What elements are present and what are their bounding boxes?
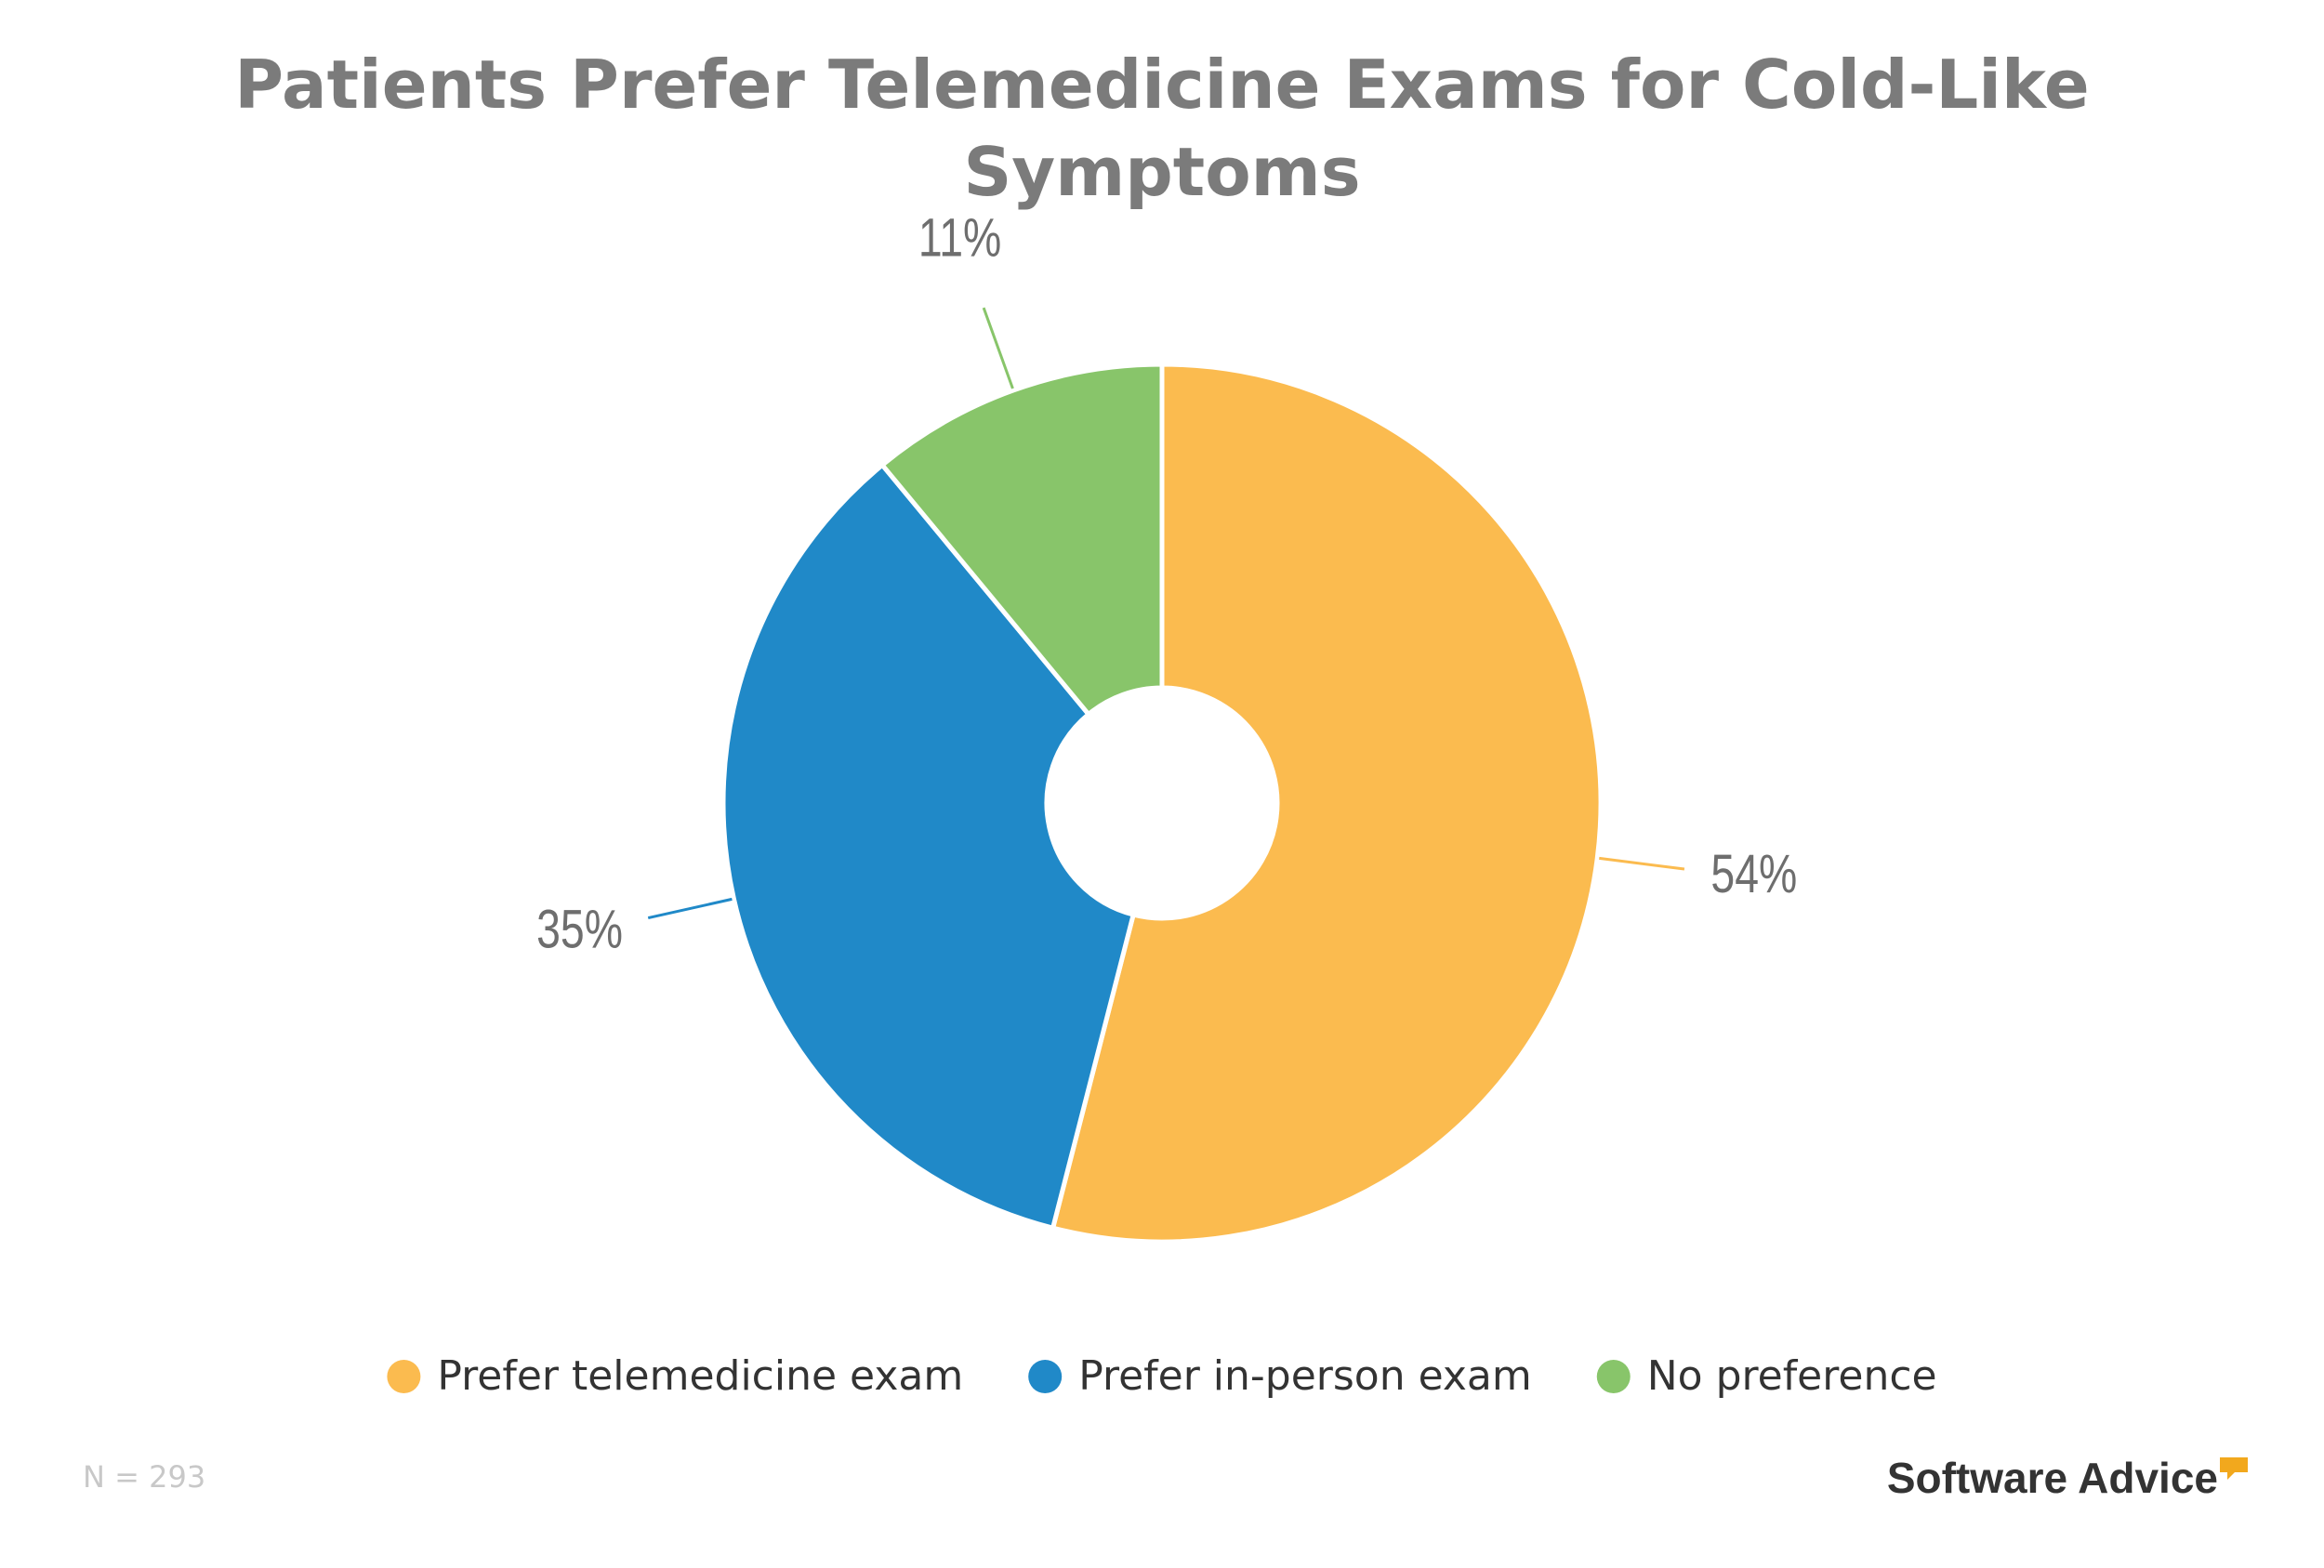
slice bbox=[878, 362, 1165, 718]
legend-marker bbox=[387, 1360, 421, 1393]
legend-label: Prefer telemedicine exam bbox=[437, 1352, 963, 1400]
leader-line bbox=[647, 897, 733, 920]
legend-marker bbox=[1028, 1360, 1063, 1393]
slice bbox=[720, 461, 1137, 1232]
data-label: 11% bbox=[918, 207, 1001, 268]
legend-marker bbox=[1596, 1360, 1631, 1393]
note: N = 293 bbox=[83, 1459, 205, 1495]
chart-title: Patients Prefer Telemedicine Exams for C… bbox=[234, 46, 2090, 211]
legend-item: Prefer telemedicine exam bbox=[387, 1352, 963, 1400]
legend-item: Prefer in-person exam bbox=[1028, 1352, 1532, 1400]
logo: Software Advice bbox=[1887, 1454, 2218, 1502]
logo-icon bbox=[2220, 1457, 2248, 1480]
data-label: 35% bbox=[536, 899, 623, 959]
leader-line bbox=[982, 307, 1014, 389]
leader-line bbox=[1599, 856, 1685, 871]
legend-label: Prefer in-person exam bbox=[1078, 1352, 1532, 1400]
legend-item: No preference bbox=[1596, 1352, 1937, 1400]
data-label: 54% bbox=[1710, 844, 1797, 904]
legend-label: No preference bbox=[1647, 1352, 1937, 1400]
slice bbox=[1050, 362, 1604, 1245]
